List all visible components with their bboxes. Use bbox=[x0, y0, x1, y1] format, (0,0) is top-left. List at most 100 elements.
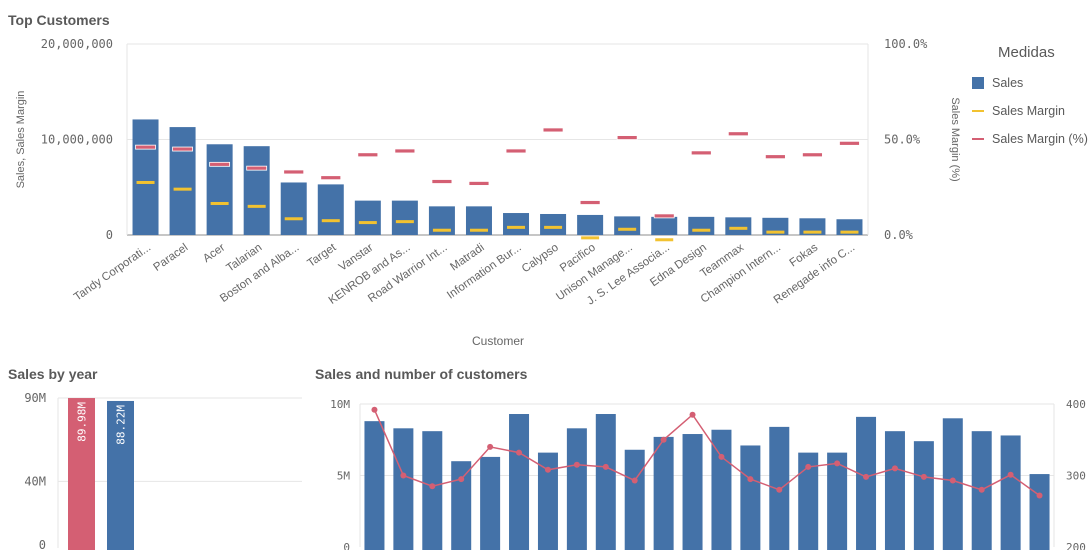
sales-margin-marker bbox=[729, 226, 748, 230]
y2-tick-label: 0.0% bbox=[884, 228, 914, 242]
sales-margin-pct-marker bbox=[727, 131, 749, 137]
sales-margin-marker bbox=[247, 204, 266, 208]
customers-point bbox=[487, 443, 494, 450]
sales-margin-pct-marker bbox=[172, 146, 193, 152]
legend-swatch-sales bbox=[972, 77, 984, 89]
legend-label-sales: Sales bbox=[992, 76, 1024, 90]
sales-bar bbox=[537, 452, 558, 550]
legend-title: Medidas bbox=[998, 44, 1055, 61]
sales-margin-marker bbox=[581, 236, 600, 240]
sales-margin-pct-marker bbox=[802, 152, 823, 158]
sales-bar bbox=[856, 416, 877, 550]
legend-item-sales-margin[interactable]: Sales Margin bbox=[972, 97, 1088, 125]
top-customers-chart: 20,000,000 10,000,000 0 100.0% 50.0% 0.0% Sale… bbox=[15, 37, 961, 348]
year-bar bbox=[107, 400, 134, 550]
customers-point bbox=[516, 449, 523, 456]
customers-point bbox=[429, 483, 436, 490]
y2-axis-title: Sales Margin (%) bbox=[949, 97, 961, 181]
y-tick-label: 0 bbox=[343, 541, 350, 550]
y2-tick-label: 100.0% bbox=[884, 37, 928, 51]
sales-bar bbox=[740, 445, 761, 550]
sales-margin-marker bbox=[655, 238, 674, 242]
y-tick-label: 5M bbox=[337, 470, 351, 483]
y-tick-label: 10,000,000 bbox=[41, 133, 113, 147]
sales-margin-pct-marker bbox=[283, 169, 305, 175]
customers-point bbox=[834, 460, 841, 467]
sales-margin-pct-marker bbox=[690, 150, 712, 156]
sales-bar bbox=[509, 414, 530, 550]
sales-bar bbox=[451, 461, 472, 550]
sales-bar bbox=[503, 213, 530, 235]
customers-point bbox=[573, 461, 580, 468]
legend-item-sales[interactable]: Sales bbox=[972, 69, 1088, 97]
customers-point bbox=[400, 472, 407, 479]
y-axis-title: Sales, Sales Margin bbox=[15, 91, 27, 189]
customers-line bbox=[373, 409, 1040, 497]
sales-margin-marker bbox=[840, 230, 859, 234]
sales-bar bbox=[577, 214, 604, 235]
customers-point bbox=[776, 486, 783, 493]
x-axis-title: Customer bbox=[472, 334, 524, 348]
sales-bar bbox=[422, 431, 443, 550]
customers-point bbox=[747, 476, 754, 483]
y-tick-label: 0 bbox=[106, 228, 113, 242]
sales-margin-marker bbox=[321, 219, 340, 223]
sales-bar bbox=[884, 431, 905, 550]
sales-bar bbox=[566, 428, 587, 550]
customers-point bbox=[1036, 492, 1043, 499]
legend-item-sales-margin-pct[interactable]: Sales Margin (%) bbox=[972, 125, 1088, 153]
sales-bar bbox=[169, 127, 196, 235]
sales-bar bbox=[725, 217, 752, 235]
sales-bar bbox=[651, 216, 678, 235]
panel-title-top-customers: Top Customers bbox=[8, 12, 110, 28]
sales-bar bbox=[354, 200, 381, 235]
bar-value-label: 88.22M bbox=[115, 405, 128, 445]
sales-margin-pct-marker bbox=[579, 200, 601, 205]
panel-title-sales-by-year: Sales by year bbox=[8, 366, 98, 382]
legend-label-sales-margin-pct: Sales Margin (%) bbox=[992, 132, 1088, 146]
panel-title-sales-customers: Sales and number of customers bbox=[315, 366, 528, 382]
sales-bar bbox=[391, 200, 418, 235]
legend-line-sales-margin bbox=[972, 110, 984, 112]
sales-margin-marker bbox=[173, 187, 192, 191]
sales-margin-pct-marker bbox=[209, 161, 231, 167]
sales-margin-marker bbox=[544, 225, 563, 229]
sales-bar bbox=[243, 146, 270, 235]
y-tick-label: 10M bbox=[330, 398, 350, 411]
sales-margin-marker bbox=[507, 225, 526, 229]
customers-point bbox=[863, 473, 870, 480]
sales-bar bbox=[595, 414, 616, 550]
sales-bar bbox=[480, 456, 501, 550]
sales-bar bbox=[1029, 474, 1050, 550]
sales-margin-pct-marker bbox=[135, 144, 156, 150]
sales-bar bbox=[540, 213, 567, 235]
sales-margin-pct-marker bbox=[320, 175, 342, 181]
y2-tick-label: 50.0% bbox=[884, 133, 921, 147]
sales-margin-pct-marker bbox=[542, 127, 564, 133]
sales-margin-pct-marker bbox=[505, 148, 527, 154]
customers-point bbox=[978, 486, 985, 493]
sales-margin-marker bbox=[136, 180, 155, 184]
sales-bar bbox=[827, 452, 848, 550]
sales-margin-pct-marker bbox=[839, 140, 860, 146]
bar-value-label: 89.98M bbox=[76, 402, 89, 442]
sales-bar bbox=[942, 418, 963, 550]
sales-margin-marker bbox=[284, 217, 303, 221]
sales-margin-pct-marker bbox=[653, 213, 675, 219]
sales-margin-marker bbox=[766, 230, 785, 234]
y-tick-label: 20,000,000 bbox=[41, 37, 113, 51]
y2-tick-label: 200 bbox=[1066, 541, 1086, 550]
customers-point bbox=[718, 453, 725, 460]
y-tick-label: 40M bbox=[24, 474, 46, 488]
customers-point bbox=[544, 466, 551, 473]
sales-bar bbox=[798, 452, 819, 550]
customers-point bbox=[371, 406, 378, 413]
sales-margin-pct-marker bbox=[394, 148, 416, 154]
sales-margin-pct-marker bbox=[246, 165, 268, 171]
customers-point bbox=[1007, 471, 1014, 478]
y-tick-label: 0 bbox=[39, 538, 46, 550]
customers-point bbox=[949, 477, 956, 484]
sales-margin-pct-marker bbox=[616, 135, 638, 140]
sales-margin-pct-marker bbox=[764, 154, 786, 160]
sales-margin-marker bbox=[358, 221, 377, 225]
